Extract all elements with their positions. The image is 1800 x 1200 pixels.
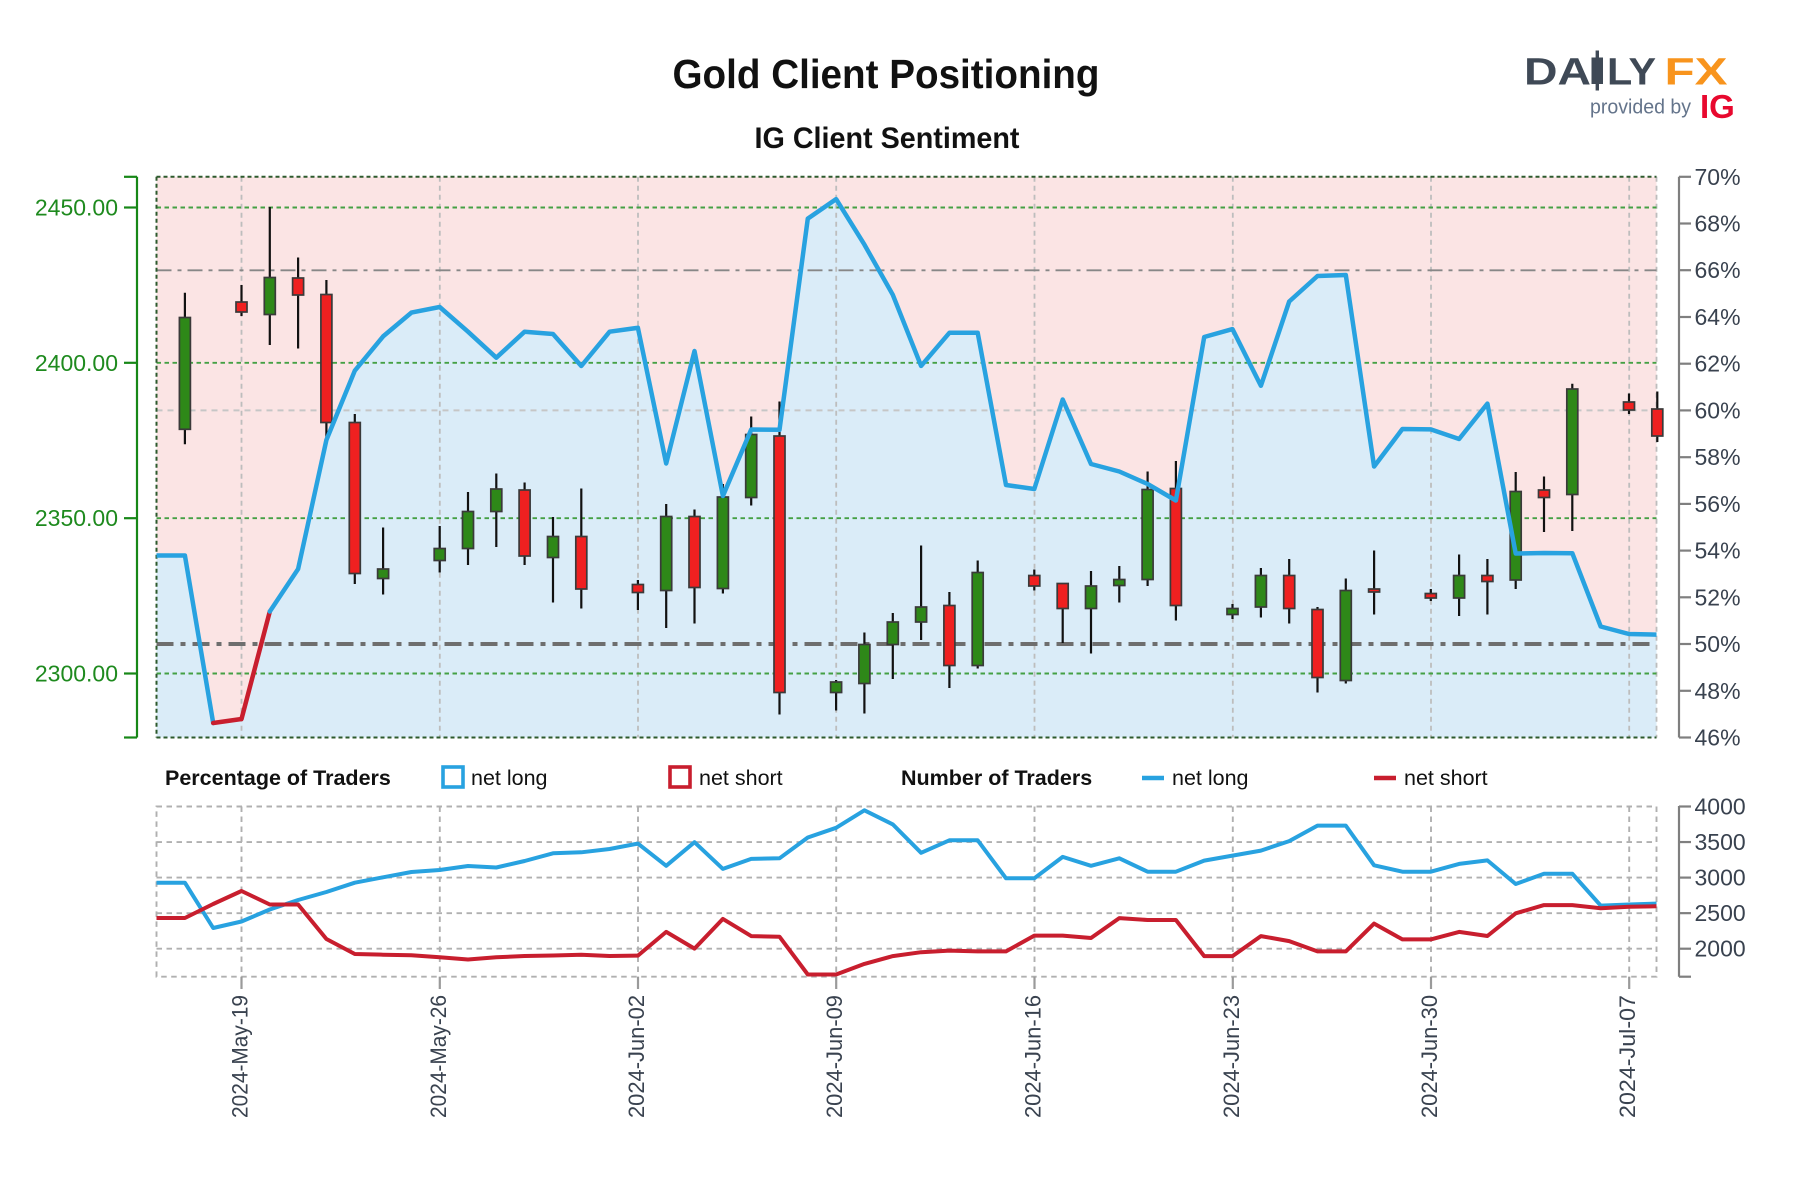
svg-text:3000: 3000 <box>1695 865 1746 891</box>
svg-text:2024-May-19: 2024-May-19 <box>228 995 253 1118</box>
svg-text:2024-Jun-16: 2024-Jun-16 <box>1021 995 1046 1118</box>
svg-text:2400.00: 2400.00 <box>35 350 118 376</box>
svg-text:56%: 56% <box>1695 491 1741 517</box>
svg-text:Percentage of Traders: Percentage of Traders <box>165 766 391 790</box>
svg-text:2350.00: 2350.00 <box>35 505 118 531</box>
svg-text:2024-Jun-30: 2024-Jun-30 <box>1417 995 1442 1118</box>
svg-text:2000: 2000 <box>1695 936 1746 962</box>
svg-text:provided by: provided by <box>1590 96 1692 119</box>
svg-text:LY: LY <box>1607 52 1656 94</box>
svg-text:48%: 48% <box>1695 678 1741 704</box>
svg-text:net short: net short <box>1404 766 1488 790</box>
svg-text:Number of Traders: Number of Traders <box>901 766 1092 790</box>
svg-text:DA: DA <box>1524 52 1591 94</box>
svg-text:58%: 58% <box>1695 444 1741 470</box>
svg-text:64%: 64% <box>1695 304 1741 330</box>
svg-text:66%: 66% <box>1695 257 1741 283</box>
svg-text:70%: 70% <box>1695 164 1741 190</box>
svg-text:3500: 3500 <box>1695 829 1746 855</box>
svg-text:62%: 62% <box>1695 351 1741 377</box>
svg-text:2500: 2500 <box>1695 900 1746 926</box>
svg-text:IG Client Sentiment: IG Client Sentiment <box>755 122 1020 155</box>
svg-text:2024-Jun-09: 2024-Jun-09 <box>822 995 847 1118</box>
svg-text:net short: net short <box>699 766 783 790</box>
svg-text:54%: 54% <box>1695 538 1741 564</box>
svg-text:68%: 68% <box>1695 211 1741 237</box>
svg-text:52%: 52% <box>1695 584 1741 610</box>
svg-text:2024-May-26: 2024-May-26 <box>426 995 451 1118</box>
svg-text:2024-Jul-07: 2024-Jul-07 <box>1615 995 1640 1118</box>
svg-text:FX: FX <box>1665 52 1729 94</box>
svg-text:2450.00: 2450.00 <box>35 195 118 221</box>
svg-text:net long: net long <box>471 766 548 790</box>
svg-text:2300.00: 2300.00 <box>35 661 118 687</box>
svg-text:4000: 4000 <box>1695 794 1746 820</box>
svg-text:2024-Jun-23: 2024-Jun-23 <box>1219 995 1244 1118</box>
svg-text:IG: IG <box>1700 88 1735 125</box>
svg-text:Gold Client Positioning: Gold Client Positioning <box>673 51 1100 97</box>
svg-text:2024-Jun-02: 2024-Jun-02 <box>624 995 649 1118</box>
svg-text:net long: net long <box>1172 766 1249 790</box>
svg-text:50%: 50% <box>1695 631 1741 657</box>
svg-text:60%: 60% <box>1695 397 1741 423</box>
svg-text:46%: 46% <box>1695 725 1741 751</box>
